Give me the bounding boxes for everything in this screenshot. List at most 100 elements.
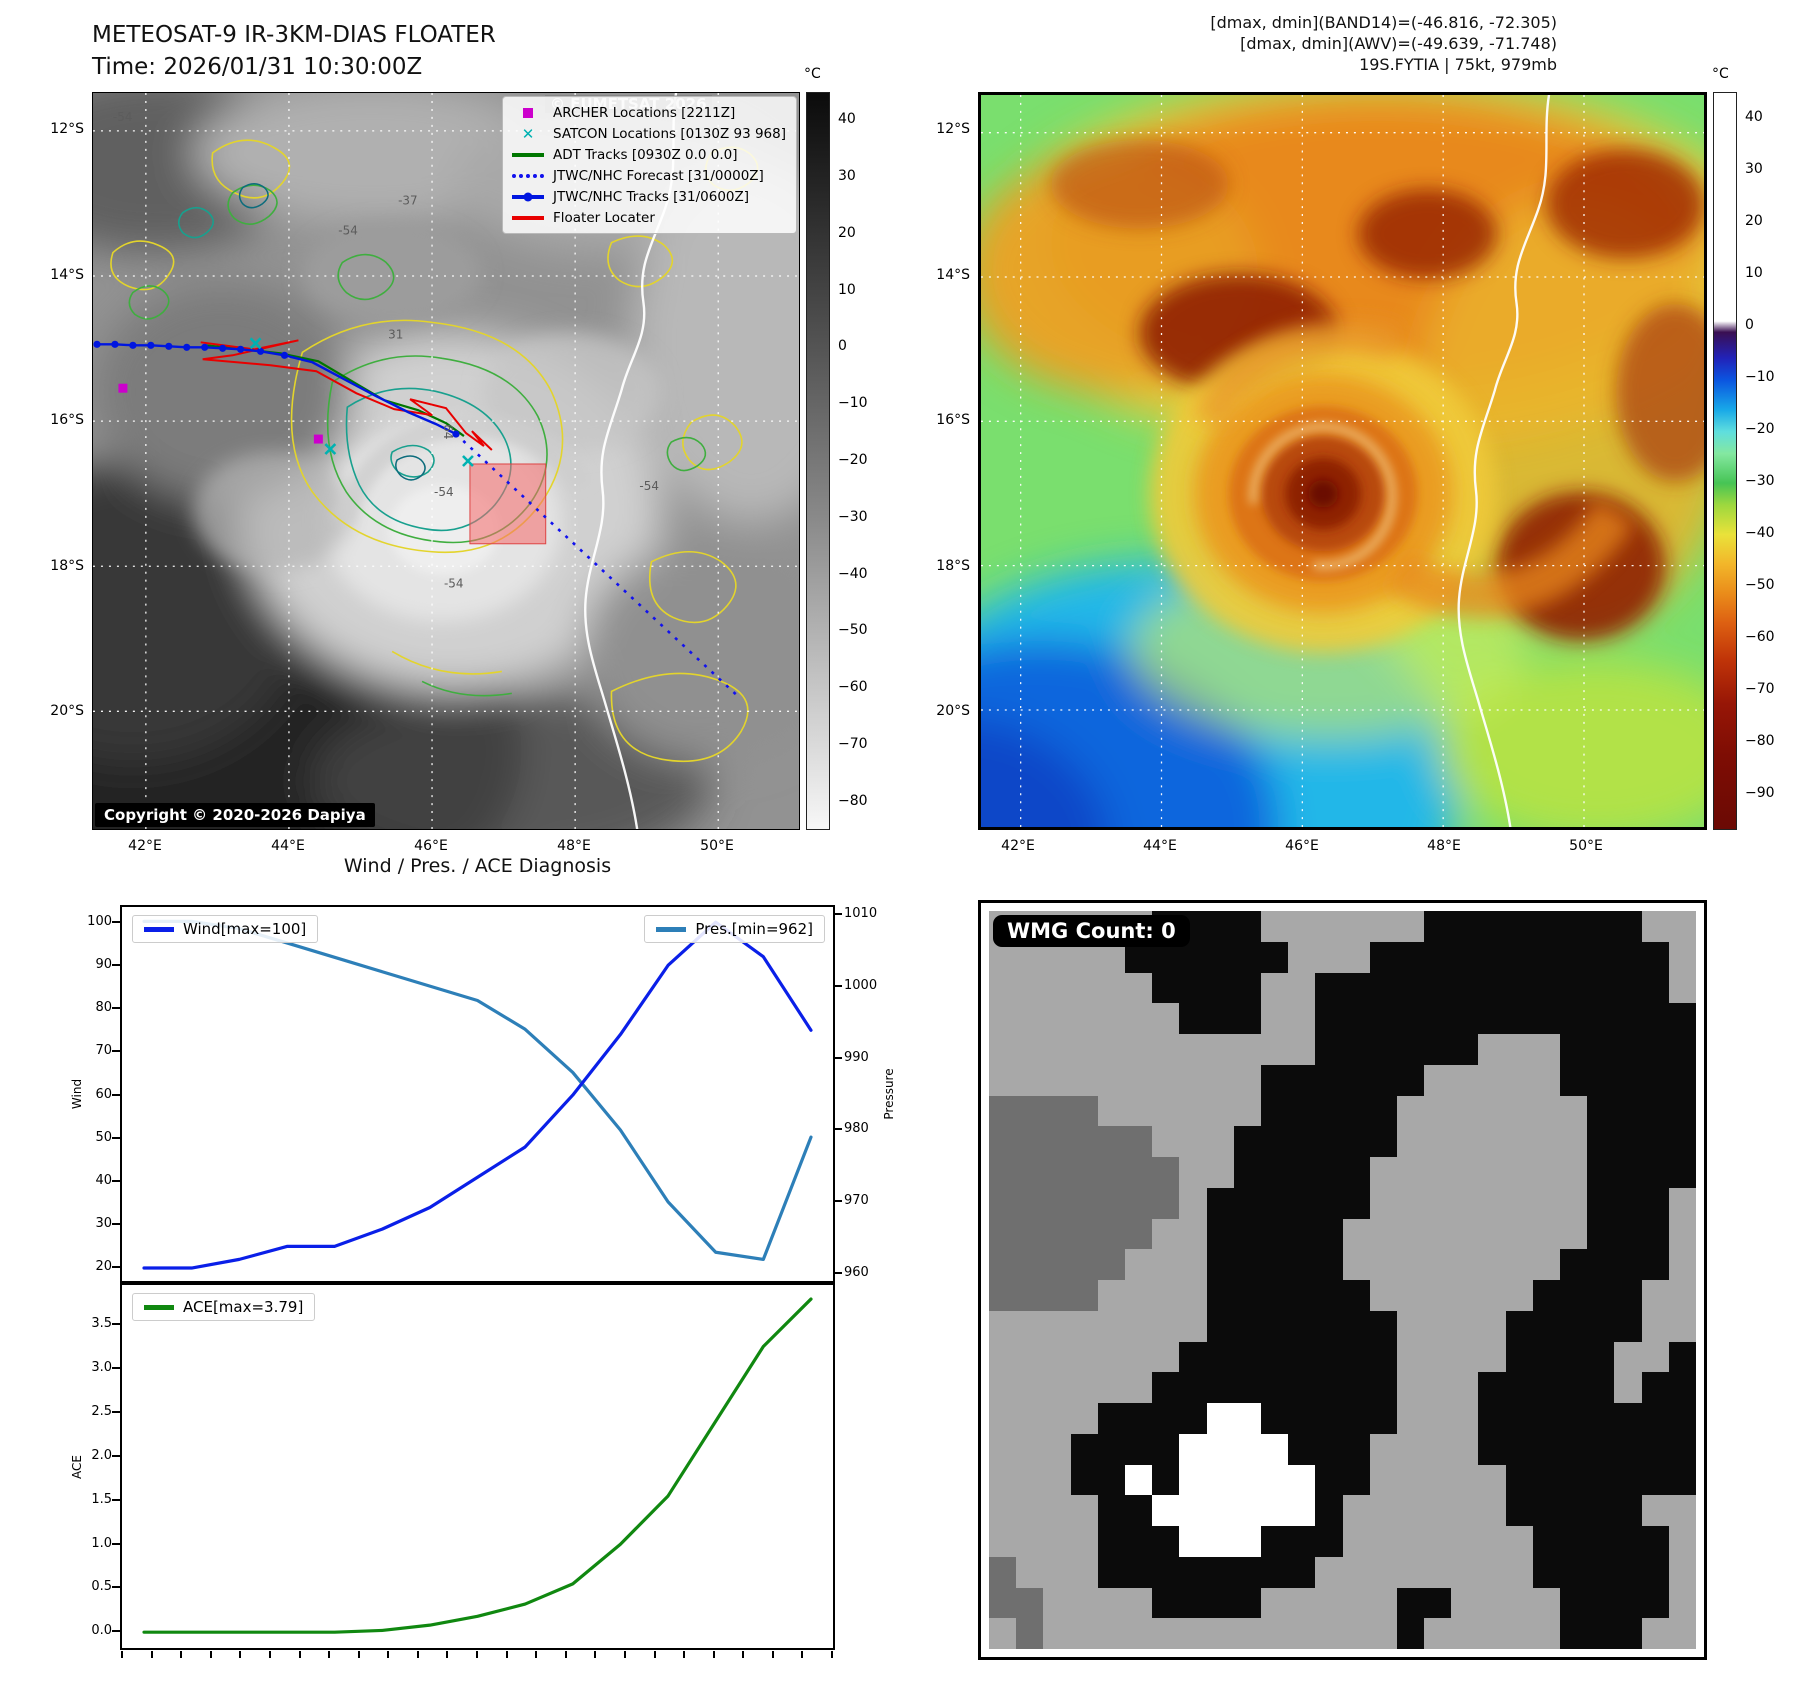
wmg-cell [1451,1341,1479,1373]
wmg-cell [989,1403,1017,1434]
wmg-cell [1152,1187,1180,1219]
wmg-cell [1342,1003,1370,1034]
wmg-cell [1505,1464,1533,1496]
satcon-x-marker [249,337,262,350]
wmg-cell [1369,1433,1397,1465]
wmg-cell [1532,1587,1561,1619]
wmg-cell [1070,1003,1098,1034]
chart-title: Wind / Pres. / ACE Diagnosis [343,855,612,877]
wmg-cell [1478,1618,1506,1649]
wmg-cell [1478,1403,1506,1434]
wmg-cell [1315,1587,1343,1619]
wmg-cell [1124,1403,1153,1434]
wmg-cell [1587,1095,1615,1127]
wmg-cell [1505,1341,1533,1373]
wmg-cell [1260,1003,1289,1034]
wmg-cell [1124,1034,1153,1065]
wmg-cell [1016,1310,1044,1342]
wmg-cell [1315,941,1343,973]
wmg-cell [1124,972,1153,1004]
wmg-cell [1451,1556,1479,1588]
wmg-cell [1288,1618,1316,1649]
wmg-cell [1369,1372,1397,1403]
wmg-cell [1260,1618,1289,1649]
wmg-cell [1152,1372,1180,1403]
wmg-cell [1396,1064,1425,1096]
left-tick-mark [112,1542,120,1545]
wmg-cell [1478,1249,1506,1280]
wmg-cell [1288,1218,1316,1250]
wmg-cell [1288,1157,1316,1188]
wmg-cell [1668,1403,1696,1434]
wmg-cell [1342,1495,1370,1526]
legend-item-adt: ADT Tracks [0930Z 0.0 0.0] [509,144,786,165]
wmg-cell [1668,1341,1696,1373]
wmg-cell [1668,972,1696,1004]
wmg-cell [1369,941,1397,973]
wind-pressure-chart: Wind[max=100] Pres.[min=962] Wind Pressu… [70,905,896,1291]
wmg-cell [1560,911,1588,942]
wmg-cell [1179,1126,1207,1157]
wmg-cell [1342,1587,1370,1619]
wmg-cell [1668,1372,1696,1403]
legend-label: Floater Locater [553,209,655,226]
wmg-cell [1560,1126,1588,1157]
wmg-cell [1587,972,1615,1004]
wmg-cell [1315,911,1343,942]
jtwc-track-point [201,343,209,351]
wmg-cell [1587,1433,1615,1465]
right-tick-label: 980 [844,1121,869,1137]
wmg-cell [1097,1587,1125,1619]
wmg-cell [1668,1310,1696,1342]
wmg-cell [1288,1341,1316,1373]
wmg-cell [1315,1556,1343,1588]
wmg-cell [1206,1249,1234,1280]
wmg-cell [1560,1587,1588,1619]
wmg-cell [1560,972,1588,1004]
left-tick-label: 90 [95,957,112,973]
wmg-cell [1587,1003,1615,1034]
wmg-cell [1124,1372,1153,1403]
wmg-cell [1043,1249,1071,1280]
series-wind-max-100- [142,920,813,1270]
map1-x-tick: 50°E [700,838,734,854]
wmg-cell [989,1095,1017,1127]
left-tick-label: 80 [95,1000,112,1016]
wmg-cell [1532,1341,1561,1373]
wmg-cell [1206,1433,1234,1465]
wmg-cell [1206,972,1234,1004]
colorbar1-tick: 40 [838,111,856,128]
wmg-cell [1560,1157,1588,1188]
wmg-cell [1560,1403,1588,1434]
wmg-cell [1641,1310,1669,1342]
wmg-cell [1124,1464,1153,1496]
pressure-legend: Pres.[min=962] [644,915,825,943]
wmg-cell [1179,1556,1207,1588]
wmg-cell [1614,1372,1642,1403]
wmg-cell [1233,1157,1261,1188]
wmg-cell [989,1310,1017,1342]
left-tick-mark [112,1454,120,1457]
wmg-cell [1505,1587,1533,1619]
wmg-cell [1478,1218,1506,1250]
right-tick-label: 960 [844,1264,869,1280]
jtwc-track-point [280,351,289,359]
wmg-cell [1369,1618,1397,1649]
left-tick-mark [112,1093,120,1096]
wmg-cell [1097,1218,1125,1250]
map1-x-tick: 44°E [271,838,305,854]
wmg-cell [1369,1095,1397,1127]
wmg-cell [1043,1064,1071,1096]
colorbar2-tick: 20 [1745,212,1763,229]
wmg-cell [1478,1064,1506,1096]
wmg-cell [1206,1587,1234,1619]
wmg-cell [1070,1064,1098,1096]
wmg-cell [1152,1280,1180,1311]
wmg-cell [1614,1526,1642,1557]
wmg-cell [1614,1249,1642,1280]
wmg-cell [1124,1556,1153,1588]
wind-legend: Wind[max=100] [132,915,319,943]
wmg-cell [1532,1034,1561,1065]
colorbar1-tick: −40 [838,565,868,582]
wmg-cell [1206,1526,1234,1557]
